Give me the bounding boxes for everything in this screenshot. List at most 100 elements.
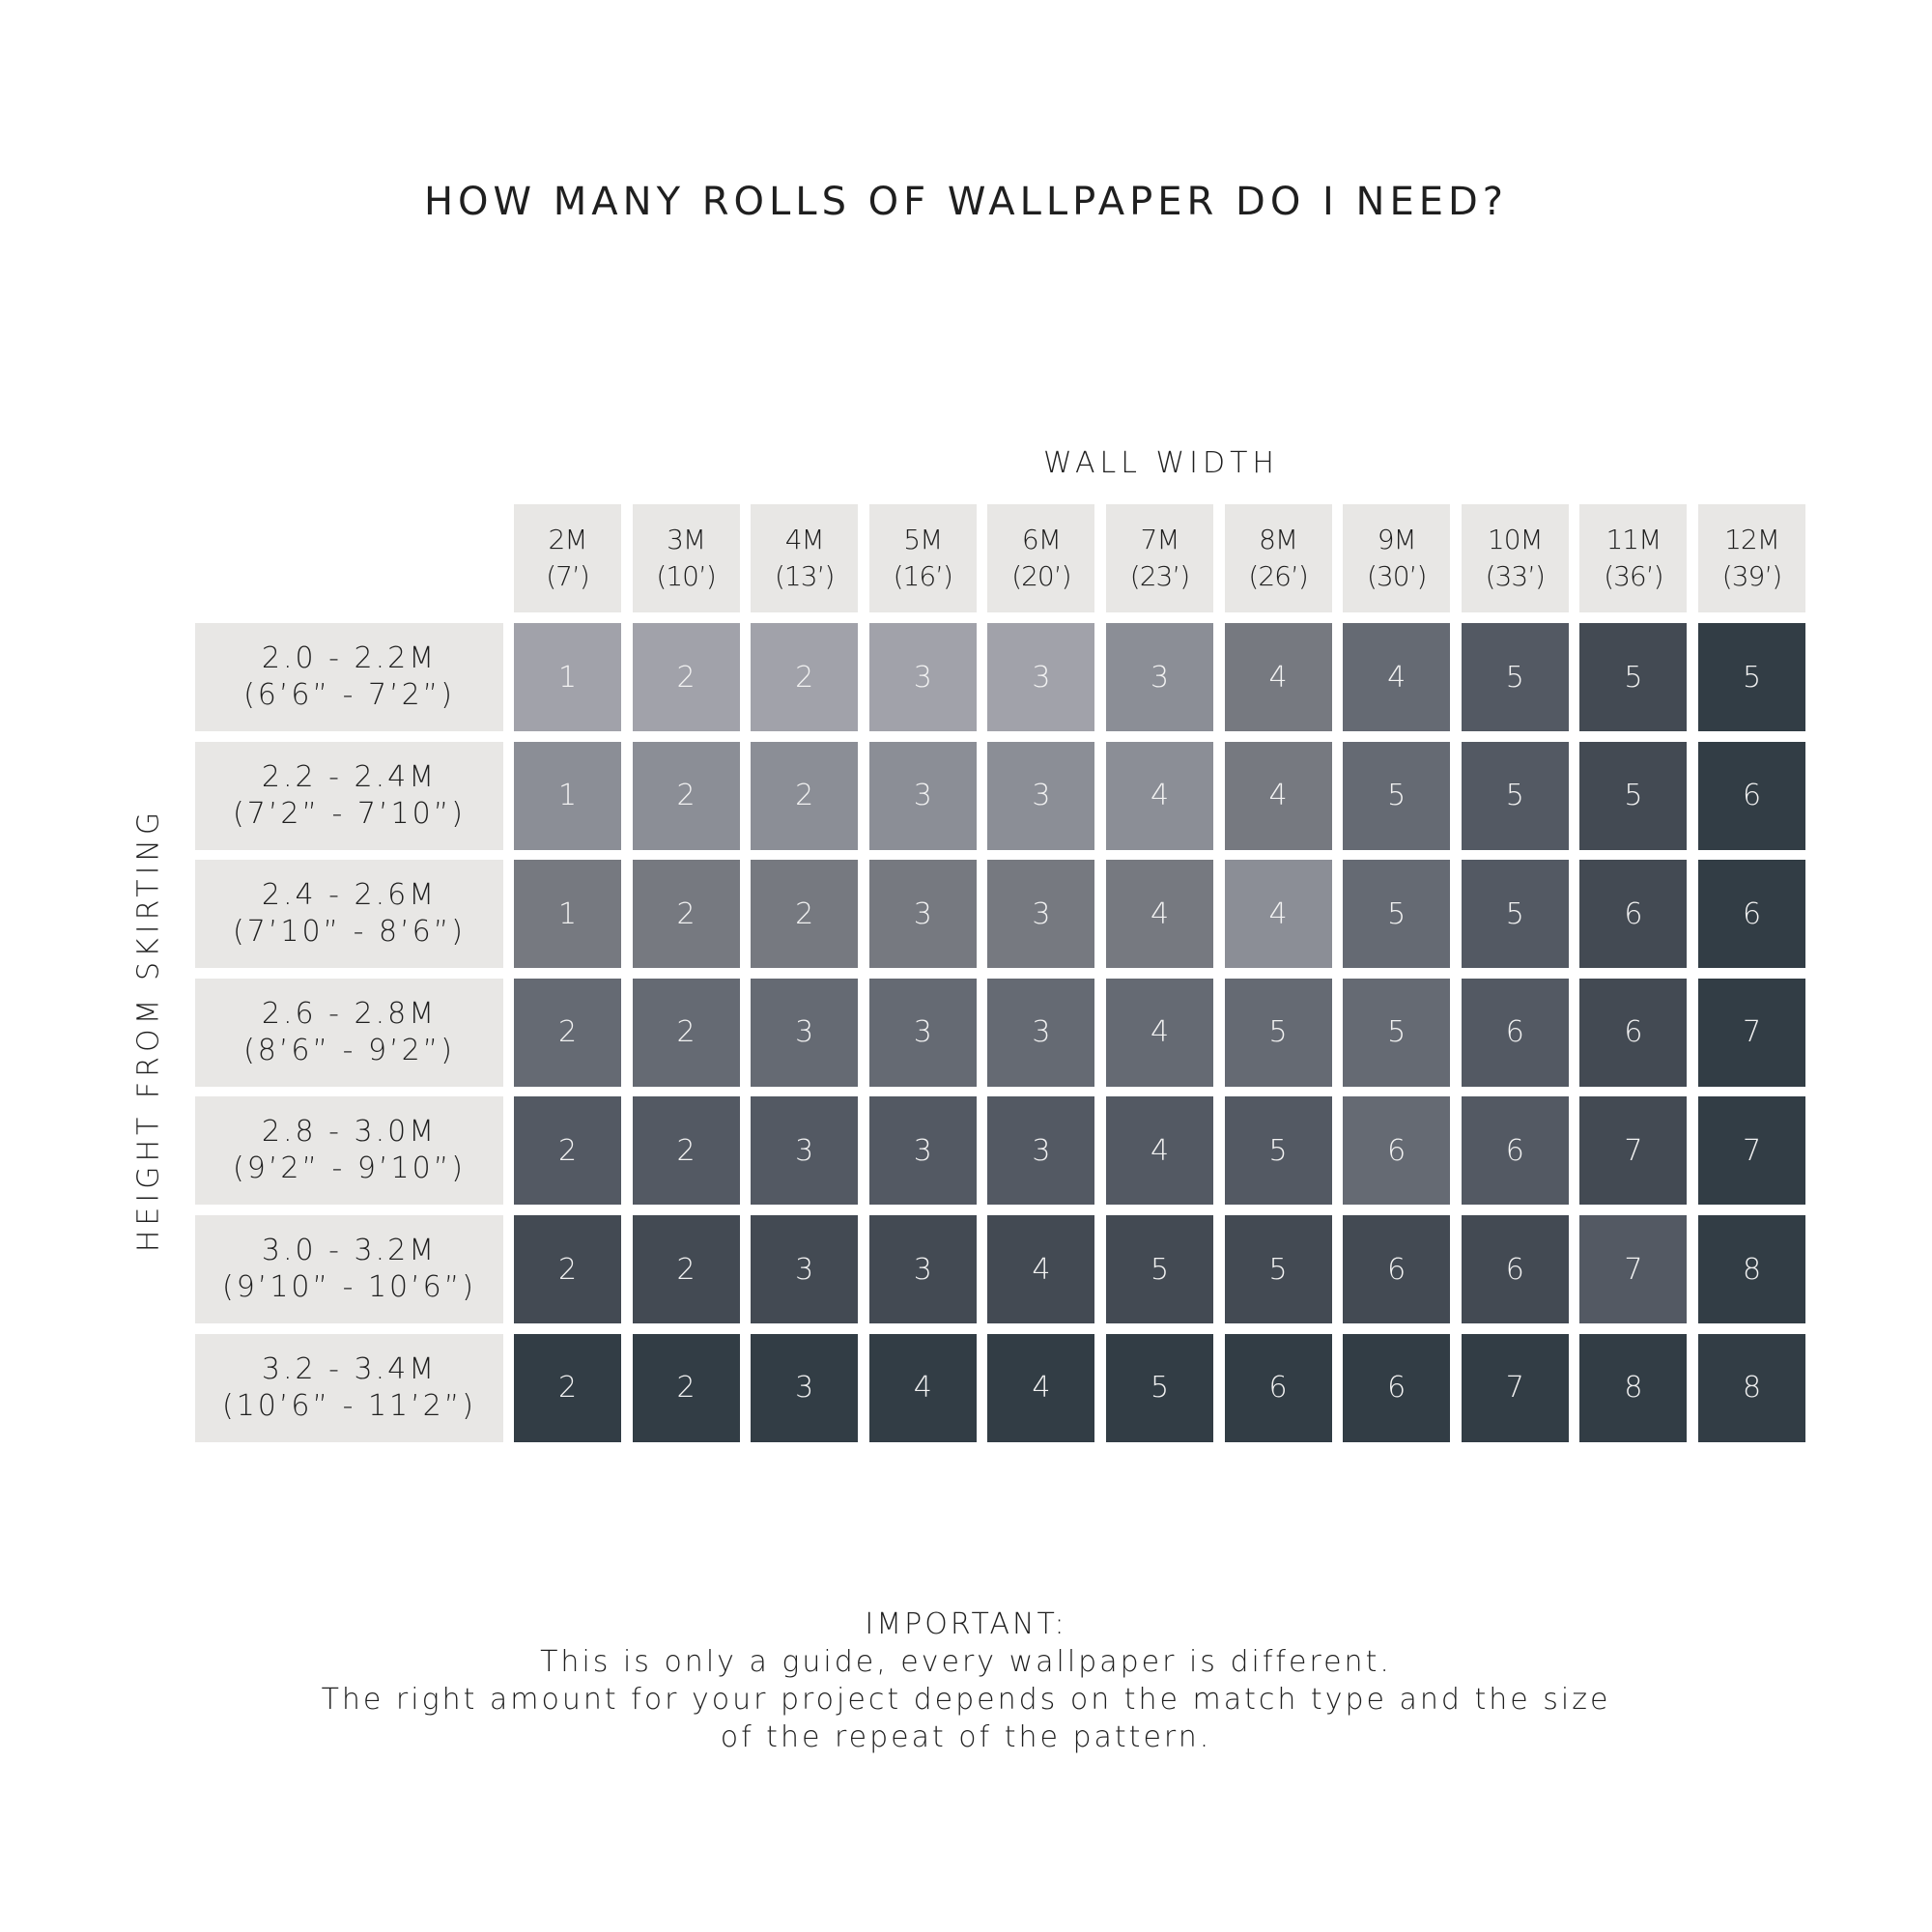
table-cell: 1 (514, 623, 621, 731)
column-header: 6M (20’) (987, 504, 1095, 612)
table-cell: 3 (1106, 623, 1213, 731)
row-header-feet: (9’2” - 9’10”) (233, 1151, 466, 1186)
column-header-metres: 5M (903, 524, 943, 555)
row-header-metres: 3.0 - 3.2M (261, 1234, 438, 1267)
row-header-feet: (8’6” - 9’2”) (243, 1033, 455, 1067)
table-cell: 6 (1461, 1215, 1569, 1323)
table-cell: 3 (868, 1215, 977, 1323)
table-cell: 3 (751, 978, 859, 1087)
column-header-feet: (16’) (893, 560, 953, 592)
column-header: 10M (33’) (1461, 504, 1569, 612)
table-cell: 5 (1224, 978, 1332, 1087)
table-cell: 7 (1579, 1215, 1688, 1323)
table-cell: 4 (1343, 623, 1451, 731)
column-header: 2M (7’) (514, 504, 621, 612)
table-cell: 3 (868, 1096, 977, 1206)
row-header-metres: 2.4 - 2.6M (261, 878, 438, 913)
table-cell: 4 (1106, 741, 1213, 850)
table-cell: 2 (514, 1333, 621, 1442)
table-cell: 4 (1106, 1096, 1213, 1206)
table-cell: 4 (1224, 741, 1332, 850)
table-cell: 3 (987, 623, 1095, 731)
table-cell: 6 (1343, 1333, 1451, 1442)
table-cell: 5 (1343, 860, 1451, 969)
table-cell: 4 (868, 1333, 977, 1442)
row-header-feet: (10’6” - 11’2”) (222, 1388, 476, 1423)
row-header-metres: 2.8 - 3.0M (261, 1115, 438, 1150)
table-cell: 6 (1698, 741, 1805, 850)
table-cell: 4 (1106, 860, 1213, 969)
column-header-metres: 9M (1377, 524, 1417, 555)
column-header-metres: 12M (1724, 524, 1780, 555)
column-header: 3M (10’) (632, 504, 740, 612)
table-cell: 5 (1579, 741, 1688, 850)
column-header-feet: (7’) (546, 560, 590, 592)
y-axis-label: HEIGHT FROM SKIRTING (131, 807, 166, 1253)
column-header-feet: (30’) (1366, 560, 1427, 592)
table-cell: 4 (1106, 978, 1213, 1087)
column-header-feet: (20’) (1011, 560, 1071, 592)
table-cell: 7 (1461, 1333, 1569, 1442)
table-cell: 2 (751, 860, 859, 969)
table-cell: 3 (868, 741, 977, 850)
row-header: 3.2 - 3.4M (10’6” - 11’2”) (195, 1333, 503, 1442)
column-header-feet: (36’) (1604, 560, 1663, 592)
column-header: 7M (23’) (1106, 504, 1213, 612)
table-cell: 2 (751, 741, 859, 850)
table-cell: 5 (1224, 1096, 1332, 1206)
row-header-feet: (9’10” - 10’6”) (222, 1270, 476, 1304)
footer-line: This is only a guide, every wallpaper is… (540, 1645, 1392, 1679)
table-cell: 3 (987, 860, 1095, 969)
column-header: 5M (16’) (868, 504, 977, 612)
column-header-metres: 3M (667, 524, 706, 555)
table-cell: 2 (632, 623, 740, 731)
row-header-feet: (7’10” - 8’6”) (233, 915, 466, 950)
table-cell: 6 (1224, 1333, 1332, 1442)
table-cell: 6 (1343, 1096, 1451, 1206)
row-header: 3.0 - 3.2M (9’10” - 10’6”) (195, 1215, 503, 1323)
table-cell: 6 (1579, 860, 1688, 969)
row-header-metres: 3.2 - 3.4M (261, 1351, 438, 1386)
table-cell: 5 (1461, 623, 1569, 731)
row-header-feet: (7’2” - 7’10”) (233, 796, 466, 831)
column-header: 8M (26’) (1224, 504, 1332, 612)
table-cell: 5 (1461, 741, 1569, 850)
table-cell: 4 (987, 1215, 1095, 1323)
table-cell: 6 (1461, 978, 1569, 1087)
column-header-feet: (23’) (1129, 560, 1190, 592)
table-cell: 2 (514, 1215, 621, 1323)
footer-line: of the repeat of the pattern. (720, 1720, 1212, 1754)
table-cell: 5 (1224, 1215, 1332, 1323)
column-header-metres: 11M (1605, 524, 1662, 555)
table-cell: 3 (751, 1215, 859, 1323)
column-header-metres: 6M (1021, 524, 1062, 555)
table-cell: 2 (751, 623, 859, 731)
table-cell: 7 (1698, 978, 1805, 1087)
table-cell: 2 (632, 741, 740, 850)
x-axis-label: WALL WIDTH (1042, 446, 1279, 480)
table-cell: 3 (868, 860, 977, 969)
table-cell: 2 (632, 860, 740, 969)
column-header-feet: (13’) (774, 560, 835, 592)
table-cell: 3 (987, 978, 1095, 1087)
column-header-metres: 2M (548, 524, 588, 555)
row-header-metres: 2.6 - 2.8M (261, 996, 438, 1031)
table-cell: 2 (632, 1096, 740, 1206)
column-header-feet: (26’) (1248, 560, 1308, 592)
column-header: 11M (36’) (1579, 504, 1688, 612)
table-cell: 1 (514, 860, 621, 969)
table-cell: 2 (632, 1215, 740, 1323)
column-header-metres: 7M (1140, 524, 1180, 555)
table-cell: 3 (987, 1096, 1095, 1206)
column-header-metres: 4M (784, 524, 825, 555)
footer-note: IMPORTANT: This is only a guide, every w… (0, 1605, 1932, 1756)
table-cell: 4 (1224, 623, 1332, 731)
column-header: 9M (30’) (1343, 504, 1451, 612)
column-header-metres: 10M (1487, 524, 1544, 555)
table-cell: 6 (1461, 1096, 1569, 1206)
table-cell: 7 (1579, 1096, 1688, 1206)
table-cell: 5 (1698, 623, 1805, 731)
table-cell: 7 (1698, 1096, 1805, 1206)
table-cell: 5 (1343, 978, 1451, 1087)
table-cell: 5 (1106, 1333, 1213, 1442)
